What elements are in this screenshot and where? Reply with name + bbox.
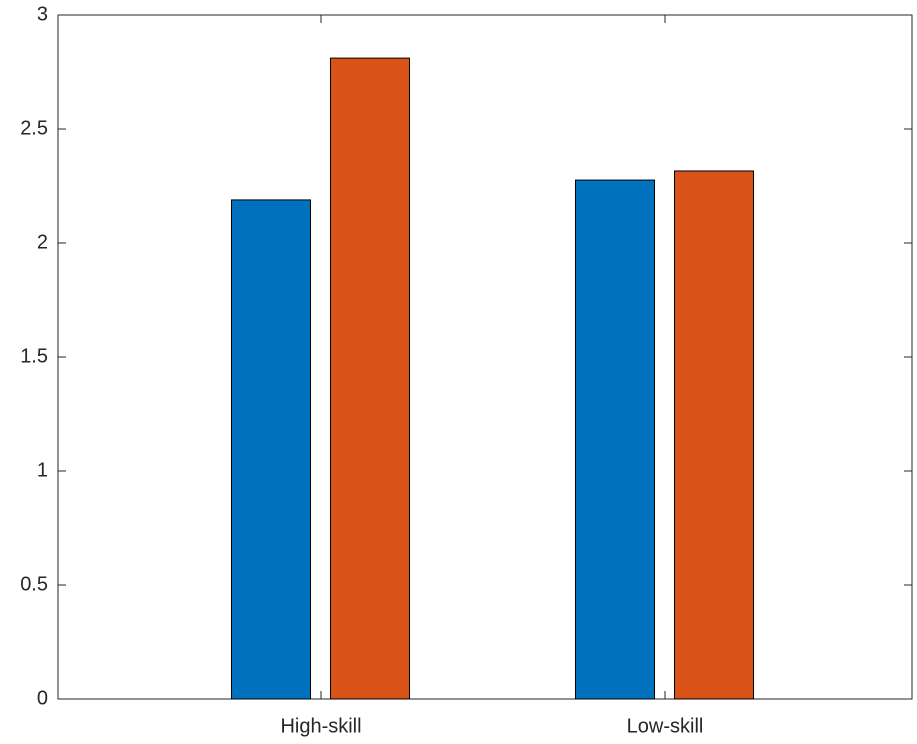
y-tick-label: 3 [37, 3, 48, 25]
x-tick-label: Low-skill [627, 715, 704, 737]
y-tick-label: 2 [37, 231, 48, 253]
bar [575, 179, 655, 700]
y-tick-label: 2.5 [20, 117, 48, 139]
y-tick-label: 0 [37, 687, 48, 709]
plot-frame [57, 14, 913, 700]
y-tick-label: 1.5 [20, 345, 48, 367]
x-tick-label: High-skill [280, 715, 361, 737]
y-tick-label: 0.5 [20, 573, 48, 595]
bar [330, 57, 410, 700]
bar [674, 170, 754, 700]
y-tick-label: 1 [37, 459, 48, 481]
bar [231, 199, 311, 700]
